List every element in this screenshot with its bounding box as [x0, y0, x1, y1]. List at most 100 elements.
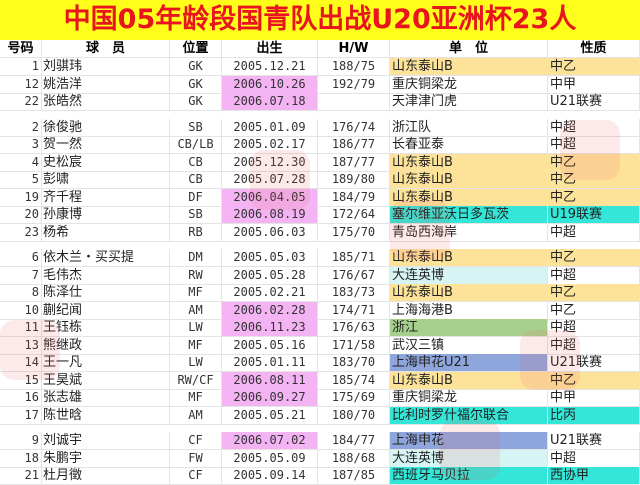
player-position: RW	[170, 266, 222, 284]
player-birth: 2006.11.23	[222, 319, 318, 336]
table-row: 22 张皓然 GK 2006.07.18 天津津门虎 U21联赛	[0, 93, 640, 111]
table-row: 18 朱鹏宇 FW 2005.05.09 188/68 大连英博 中超	[0, 449, 640, 468]
player-name: 杜月徵	[42, 467, 170, 484]
player-name: 史松宸	[42, 153, 170, 171]
player-number: 23	[0, 223, 42, 241]
header-level: 性质	[548, 40, 640, 57]
player-position: GK	[170, 93, 222, 110]
player-name: 杨希	[42, 223, 170, 241]
player-height-weight	[318, 93, 390, 110]
player-number: 5	[0, 171, 42, 188]
player-club: 浙江	[390, 319, 548, 336]
player-height-weight: 185/74	[318, 371, 390, 389]
player-birth: 2006.02.28	[222, 301, 318, 319]
player-birth: 2006.07.02	[222, 432, 318, 449]
player-name: 齐千程	[42, 188, 170, 206]
player-name: 贺一然	[42, 136, 170, 153]
player-name: 依木兰・买买提	[42, 249, 170, 266]
player-height-weight: 184/79	[318, 188, 390, 206]
player-position: GK	[170, 58, 222, 75]
player-birth: 2005.12.30	[222, 153, 318, 171]
table-row: 3 贺一然 CB/LB 2005.02.17 186/77 长春亚泰 中超	[0, 136, 640, 154]
player-number: 13	[0, 336, 42, 354]
player-name: 蒯纪闻	[42, 301, 170, 319]
header-birth: 出生	[222, 40, 318, 57]
player-birth: 2006.04.05	[222, 188, 318, 206]
player-level: 西协甲	[548, 467, 640, 484]
player-birth: 2005.06.03	[222, 223, 318, 241]
player-level: 中乙	[548, 371, 640, 389]
player-level: 中超	[548, 336, 640, 354]
player-club: 山东泰山B	[390, 58, 548, 75]
player-number: 2	[0, 118, 42, 136]
table-row: 13 熊继政 MF 2005.05.16 171/58 武汉三镇 中超	[0, 336, 640, 355]
player-height-weight: 183/73	[318, 284, 390, 301]
player-name: 刘诚宇	[42, 432, 170, 449]
player-number: 8	[0, 284, 42, 301]
player-number: 3	[0, 136, 42, 153]
table-row: 6 依木兰・买买提 DM 2005.05.03 185/71 山东泰山B 中乙	[0, 249, 640, 267]
table-row: 20 孙康博 SB 2006.08.19 172/64 塞尔维亚沃日多瓦茨 U19联赛	[0, 206, 640, 224]
player-level: U21联赛	[548, 354, 640, 371]
player-position: RB	[170, 223, 222, 241]
header-height-weight: H/W	[318, 40, 390, 57]
player-number: 22	[0, 93, 42, 110]
player-club: 西班牙马贝拉	[390, 467, 548, 484]
player-level: 中超	[548, 449, 640, 467]
player-birth: 2005.09.14	[222, 467, 318, 484]
table-row: 9 刘诚宇 CF 2006.07.02 184/77 上海申花 U21联赛	[0, 432, 640, 450]
player-club: 山东泰山B	[390, 171, 548, 188]
table-row: 23 杨希 RB 2005.06.03 175/70 青岛西海岸 中超	[0, 223, 640, 242]
player-level: 中超	[548, 319, 640, 336]
header-club: 单 位	[390, 40, 548, 57]
player-name: 张皓然	[42, 93, 170, 110]
player-number: 17	[0, 406, 42, 424]
player-level: 中乙	[548, 171, 640, 188]
page-title: 中国05年龄段国青队出战U20亚洲杯23人	[0, 0, 640, 40]
player-name: 王钰栋	[42, 319, 170, 336]
player-name: 刘骐玮	[42, 58, 170, 75]
table-row: 5 彭啸 CB 2005.07.28 189/80 山东泰山B 中乙	[0, 171, 640, 189]
player-birth: 2005.12.21	[222, 58, 318, 75]
player-number: 10	[0, 301, 42, 319]
player-position: CB/LB	[170, 136, 222, 153]
player-position: SB	[170, 206, 222, 223]
table-row: 21 杜月徵 CF 2005.09.14 187/85 西班牙马贝拉 西协甲	[0, 467, 640, 485]
player-club: 大连英博	[390, 266, 548, 284]
player-position: MF	[170, 284, 222, 301]
player-level: U21联赛	[548, 93, 640, 110]
table-row: 16 张志雄 MF 2006.09.27 175/69 重庆铜梁龙 中甲	[0, 389, 640, 407]
table-row: 1 刘骐玮 GK 2005.12.21 188/75 山东泰山B 中乙	[0, 58, 640, 76]
player-number: 7	[0, 266, 42, 284]
player-number: 15	[0, 371, 42, 389]
player-level: 中超	[548, 136, 640, 153]
player-birth: 2005.02.17	[222, 136, 318, 153]
player-number: 4	[0, 153, 42, 171]
player-number: 19	[0, 188, 42, 206]
player-club: 浙江队	[390, 118, 548, 136]
player-height-weight: 189/80	[318, 171, 390, 188]
player-level: 中甲	[548, 75, 640, 93]
player-position: RW/CF	[170, 371, 222, 389]
player-level: 中超	[548, 223, 640, 241]
player-level: 中乙	[548, 153, 640, 171]
player-level: 中乙	[548, 58, 640, 75]
player-height-weight: 174/71	[318, 301, 390, 319]
player-position: FW	[170, 449, 222, 467]
player-height-weight: 171/58	[318, 336, 390, 354]
player-level: 中甲	[548, 389, 640, 406]
table-row: 19 齐千程 DF 2006.04.05 184/79 山东泰山B 中乙	[0, 188, 640, 207]
player-position: DF	[170, 188, 222, 206]
player-number: 6	[0, 249, 42, 266]
player-height-weight: 185/71	[318, 249, 390, 266]
player-club: 上海申花	[390, 432, 548, 449]
player-level: U19联赛	[548, 206, 640, 223]
player-height-weight: 176/74	[318, 118, 390, 136]
player-height-weight: 180/70	[318, 406, 390, 424]
player-birth: 2005.02.21	[222, 284, 318, 301]
player-birth: 2005.05.21	[222, 406, 318, 424]
player-number: 11	[0, 319, 42, 336]
player-club: 山东泰山B	[390, 153, 548, 171]
player-birth: 2005.05.28	[222, 266, 318, 284]
player-birth: 2006.09.27	[222, 389, 318, 406]
